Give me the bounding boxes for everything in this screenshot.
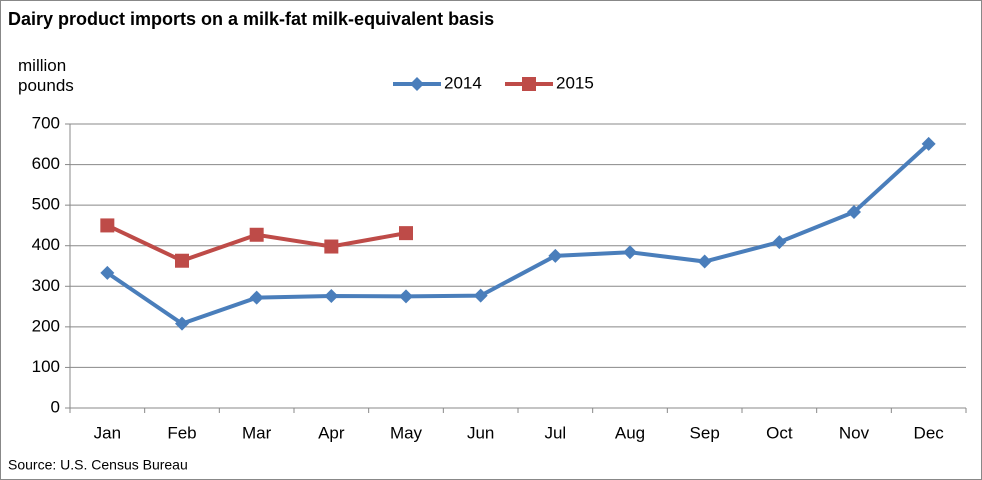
marker — [522, 77, 536, 91]
legend-label: 2015 — [556, 73, 594, 92]
y-axis-label: million pounds — [18, 56, 74, 95]
marker — [921, 136, 936, 151]
x-tick-label: Nov — [839, 423, 870, 442]
marker — [100, 265, 115, 280]
marker — [324, 239, 339, 254]
x-tick-label: May — [390, 423, 423, 442]
x-tick-label: Aug — [615, 423, 645, 442]
y-tick-label: 100 — [32, 357, 60, 376]
marker — [175, 253, 189, 268]
marker — [324, 289, 339, 304]
marker — [175, 316, 189, 331]
x-tick-label: Feb — [167, 423, 196, 442]
marker — [697, 254, 712, 269]
x-tick-label: Sep — [690, 423, 720, 442]
x-tick-label: Oct — [766, 423, 793, 442]
x-tick-label: Mar — [242, 423, 272, 442]
x-tick-label: Dec — [914, 423, 945, 442]
marker — [249, 227, 264, 242]
y-tick-label: 500 — [32, 195, 60, 214]
y-tick-label: 700 — [32, 113, 60, 132]
y-tick-label: 300 — [32, 276, 60, 295]
x-tick-label: Jul — [544, 423, 566, 442]
x-tick-label: Jan — [94, 423, 121, 442]
marker — [100, 218, 115, 233]
marker — [410, 77, 424, 91]
marker — [847, 205, 861, 220]
x-tick-label: Apr — [318, 423, 345, 442]
series-line — [106, 142, 931, 326]
marker — [473, 288, 488, 303]
x-tick-label: Jun — [467, 423, 494, 442]
marker — [249, 290, 264, 305]
y-tick-label: 0 — [51, 397, 60, 416]
y-tick-label: 400 — [32, 235, 60, 254]
marker — [399, 289, 413, 304]
chart-title: Dairy product imports on a milk-fat milk… — [8, 9, 494, 29]
marker — [623, 245, 637, 260]
marker — [548, 248, 563, 263]
marker — [399, 226, 413, 241]
marker — [772, 235, 787, 250]
y-tick-label: 200 — [32, 316, 60, 335]
source-note: Source: U.S. Census Bureau — [8, 457, 188, 473]
legend-label: 2014 — [444, 73, 482, 92]
y-tick-label: 600 — [32, 154, 60, 173]
